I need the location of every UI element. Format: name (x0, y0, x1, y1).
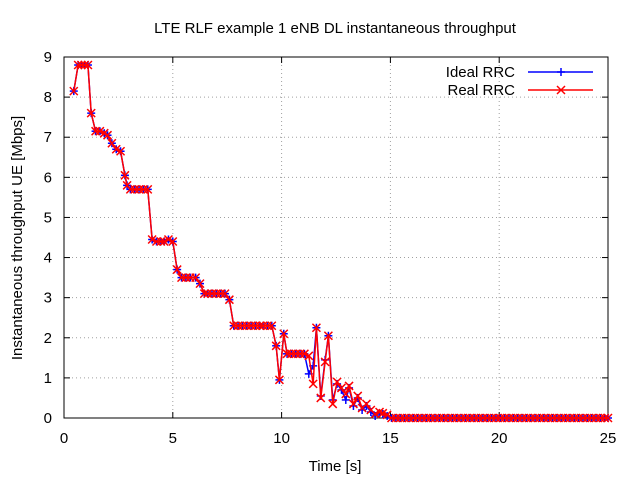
chart-title: LTE RLF example 1 eNB DL instantaneous t… (154, 20, 517, 37)
data-point-real-rrc (304, 351, 314, 361)
data-point-real-rrc (344, 381, 354, 391)
data-point-real-rrc (143, 184, 153, 194)
y-tick-label: 7 (44, 129, 52, 146)
axes: 0 5 10 15 20 25 0 1 2 3 4 5 6 7 8 9 (44, 49, 617, 447)
legend-marker (556, 85, 566, 95)
data-point-real-rrc (107, 138, 117, 148)
y-axis-label: Instantaneous throughput UE [Mbps] (9, 116, 26, 360)
data-point-real-rrc (328, 399, 338, 409)
y-tick-label: 0 (44, 410, 52, 427)
legend-label: Ideal RRC (446, 64, 515, 81)
y-tick-label: 9 (44, 49, 52, 66)
legend-label: Real RRC (447, 82, 515, 99)
data-point-real-rrc (316, 393, 326, 403)
data-point-real-rrc (76, 60, 86, 70)
data-point-ideal-rrc (341, 395, 350, 404)
data-point-real-rrc (172, 265, 182, 275)
x-tick-label: 15 (382, 430, 399, 447)
data-point-real-rrc (600, 413, 610, 423)
y-tick-label: 2 (44, 330, 52, 347)
data-point-real-rrc (274, 375, 284, 385)
y-tick-label: 8 (44, 89, 52, 106)
data-point-real-rrc (120, 170, 130, 180)
series-real-rrc (69, 60, 613, 423)
legend-marker (557, 68, 565, 76)
data-point-real-rrc (191, 273, 201, 283)
legend-entry-ideal-rrc: Ideal RRC (446, 64, 593, 81)
data-point-real-rrc (156, 236, 166, 247)
legend-entry-real-rrc: Real RRC (447, 82, 593, 99)
data-point-real-rrc (323, 331, 333, 341)
y-tick-label: 5 (44, 209, 52, 226)
data-point-real-rrc (353, 391, 363, 401)
data-series (69, 60, 613, 423)
data-point-real-rrc (361, 399, 371, 409)
data-point-real-rrc (320, 357, 330, 367)
y-tick-label: 1 (44, 370, 52, 387)
data-point-real-rrc (332, 377, 342, 387)
data-point-real-rrc (279, 329, 289, 339)
data-point-real-rrc (271, 341, 281, 351)
y-tick-label: 6 (44, 169, 52, 186)
x-tick-label: 10 (273, 430, 290, 447)
data-point-real-rrc (86, 108, 96, 118)
data-point-real-rrc (336, 383, 346, 393)
data-point-real-rrc (255, 321, 265, 331)
data-point-real-rrc (308, 379, 318, 389)
y-tick-label: 4 (44, 250, 52, 267)
data-point-real-rrc (341, 389, 351, 399)
data-point-real-rrc (80, 60, 90, 70)
data-point-real-rrc (83, 60, 93, 70)
data-point-real-rrc (168, 236, 178, 247)
data-point-real-rrc (199, 289, 209, 299)
data-point-real-rrc (73, 60, 83, 70)
data-point-real-rrc (69, 86, 79, 96)
x-tick-label: 0 (60, 430, 68, 447)
data-point-real-rrc (102, 130, 113, 140)
y-tick-label: 3 (44, 290, 52, 307)
data-point-real-rrc (603, 413, 613, 423)
x-tick-label: 25 (600, 430, 617, 447)
data-point-real-rrc (224, 295, 234, 305)
grid-lines (64, 57, 608, 418)
data-point-real-rrc (195, 279, 205, 289)
x-axis-label: Time [s] (309, 458, 362, 475)
data-point-real-rrc (220, 289, 230, 299)
data-point-real-rrc (311, 323, 321, 333)
data-point-real-rrc (348, 399, 358, 409)
data-point-real-rrc (116, 146, 126, 156)
data-point-real-rrc (267, 321, 277, 331)
data-point-real-rrc (382, 410, 392, 420)
x-tick-label: 20 (491, 430, 508, 447)
x-tick-label: 5 (169, 430, 177, 447)
plot-frame (63, 56, 609, 419)
